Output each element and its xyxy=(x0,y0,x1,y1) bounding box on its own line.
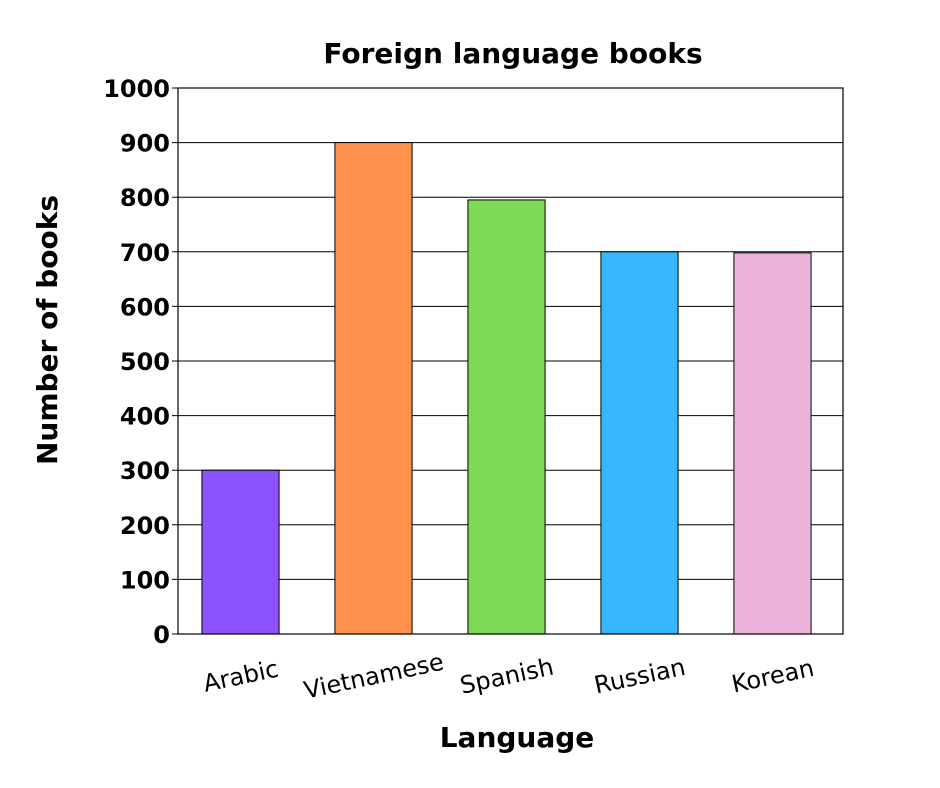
x-tick-label: Arabic xyxy=(201,655,281,698)
y-tick-label: 900 xyxy=(120,130,170,158)
y-axis-ticks: 0 100 200 300 400 500 600 700 800 900 1000 xyxy=(103,75,170,649)
y-tick-label: 300 xyxy=(120,457,170,485)
y-tick-label: 1000 xyxy=(103,75,170,103)
plot-area-frame xyxy=(177,87,844,635)
y-tick-label: 500 xyxy=(120,348,170,376)
y-tick-label: 100 xyxy=(120,566,170,594)
bars xyxy=(201,142,812,635)
y-tick-label: 200 xyxy=(120,512,170,540)
y-axis-title: Number of books xyxy=(31,195,64,465)
y-tick-label: 400 xyxy=(120,403,170,431)
y-tick-label: 800 xyxy=(120,184,170,212)
bar-russian xyxy=(600,251,679,635)
y-tick-label: 0 xyxy=(153,621,170,649)
bar-arabic xyxy=(201,469,280,635)
x-tick-label: Spanish xyxy=(458,653,557,700)
y-tick-label: 600 xyxy=(120,293,170,321)
chart-title: Foreign language books xyxy=(323,37,702,70)
bar-spanish xyxy=(467,199,546,635)
bar-vietnamese xyxy=(334,142,413,635)
x-axis-title: Language xyxy=(440,721,595,754)
x-tick-label: Korean xyxy=(729,654,816,699)
x-tick-label: Vietnamese xyxy=(301,648,446,705)
bar-korean xyxy=(733,252,812,635)
y-tick-label: 700 xyxy=(120,239,170,267)
x-tick-label: Russian xyxy=(592,653,688,700)
x-axis-ticks: Arabic Vietnamese Spanish Russian Korean xyxy=(201,648,817,705)
